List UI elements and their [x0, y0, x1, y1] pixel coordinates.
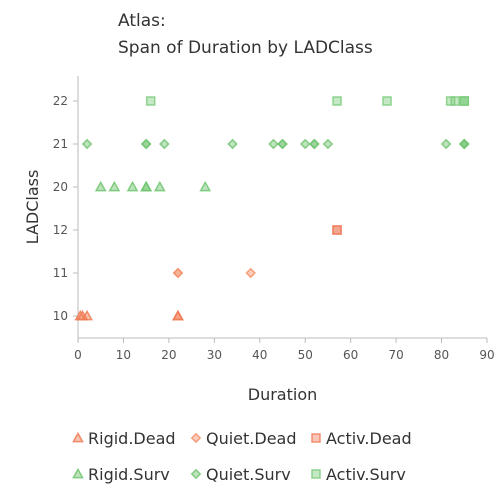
data-point [199, 180, 212, 192]
legend-item-activ-dead: Activ.Dead [311, 429, 412, 448]
axes: 0 10 20 30 40 50 60 70 80 90 10 11 12 20 21 22 Duration L… [23, 76, 495, 404]
data-point [172, 267, 184, 279]
series-quiet-surv [81, 138, 470, 150]
y-tick-label: 11 [53, 266, 68, 280]
y-tick-label: 22 [53, 94, 68, 108]
data-point [322, 138, 334, 150]
legend-label: Activ.Surv [326, 465, 406, 484]
chart-marks [74, 96, 470, 321]
legend-label: Activ.Dead [326, 429, 412, 448]
chart-title: Atlas: [118, 11, 166, 31]
legend-item-rigid-surv: Rigid.Surv [72, 465, 170, 484]
series-quiet-dead [172, 267, 256, 279]
legend-item-quiet-dead: Quiet.Dead [190, 429, 297, 448]
data-point [450, 96, 460, 106]
chart-subtitle: Span of Duration by LADClass [118, 38, 373, 58]
series-rigid-surv [94, 180, 212, 192]
legend-item-activ-surv: Activ.Surv [311, 465, 406, 484]
x-tick-label: 20 [161, 348, 176, 362]
legend-label: Rigid.Surv [88, 465, 170, 484]
legend-label: Rigid.Dead [88, 429, 176, 448]
series-rigid-dead [74, 309, 184, 321]
data-point [81, 138, 93, 150]
data-point [140, 138, 152, 150]
data-point [159, 138, 170, 150]
data-point [309, 138, 320, 150]
series-activ-surv [145, 96, 470, 106]
series-activ-dead [332, 225, 342, 235]
x-tick-label: 80 [434, 348, 449, 362]
data-point [145, 96, 156, 106]
x-tick-label: 40 [252, 348, 267, 362]
x-tick-label: 60 [343, 348, 358, 362]
data-point [126, 180, 139, 192]
legend-marker [190, 468, 202, 480]
data-point [332, 96, 342, 106]
data-point [153, 180, 166, 192]
y-tick-label: 21 [53, 137, 68, 151]
data-point [268, 138, 279, 150]
data-point [245, 267, 256, 279]
data-point [81, 309, 93, 321]
legend-label: Quiet.Dead [206, 429, 297, 448]
data-point [459, 138, 470, 150]
legend-item-quiet-surv: Quiet.Surv [190, 465, 291, 484]
data-point [299, 138, 311, 150]
x-tick-label: 90 [479, 348, 494, 362]
y-tick-label: 12 [53, 223, 68, 237]
legend-marker [72, 431, 84, 443]
x-tick-label: 50 [298, 348, 313, 362]
legend-label: Quiet.Surv [206, 465, 291, 484]
x-tick-label: 70 [388, 348, 403, 362]
data-point [94, 180, 107, 192]
y-tick-label: 10 [53, 309, 68, 323]
y-axis-title: LADClass [23, 170, 42, 245]
legend-marker [190, 432, 202, 444]
x-tick-label: 0 [74, 348, 82, 362]
legend-marker [311, 469, 321, 479]
data-point [459, 96, 470, 106]
x-tick-label: 30 [207, 348, 222, 362]
data-point [332, 225, 342, 235]
data-point [172, 309, 184, 321]
legend: Rigid.Dead Quiet.Dead Activ.Dead Rigid.Surv… [72, 429, 412, 484]
data-point [440, 138, 452, 150]
chart-title-block: Atlas: Span of Duration by LADClass [118, 8, 373, 62]
x-axis-title: Duration [248, 385, 318, 404]
x-tick-label: 10 [116, 348, 131, 362]
data-point [140, 180, 153, 192]
legend-marker [72, 467, 84, 479]
y-tick-label: 20 [53, 180, 68, 194]
data-point [227, 138, 238, 150]
legend-item-rigid-dead: Rigid.Dead [72, 429, 176, 448]
data-point [108, 180, 121, 192]
data-point [382, 96, 392, 106]
legend-marker [311, 433, 321, 443]
data-point [277, 138, 288, 150]
